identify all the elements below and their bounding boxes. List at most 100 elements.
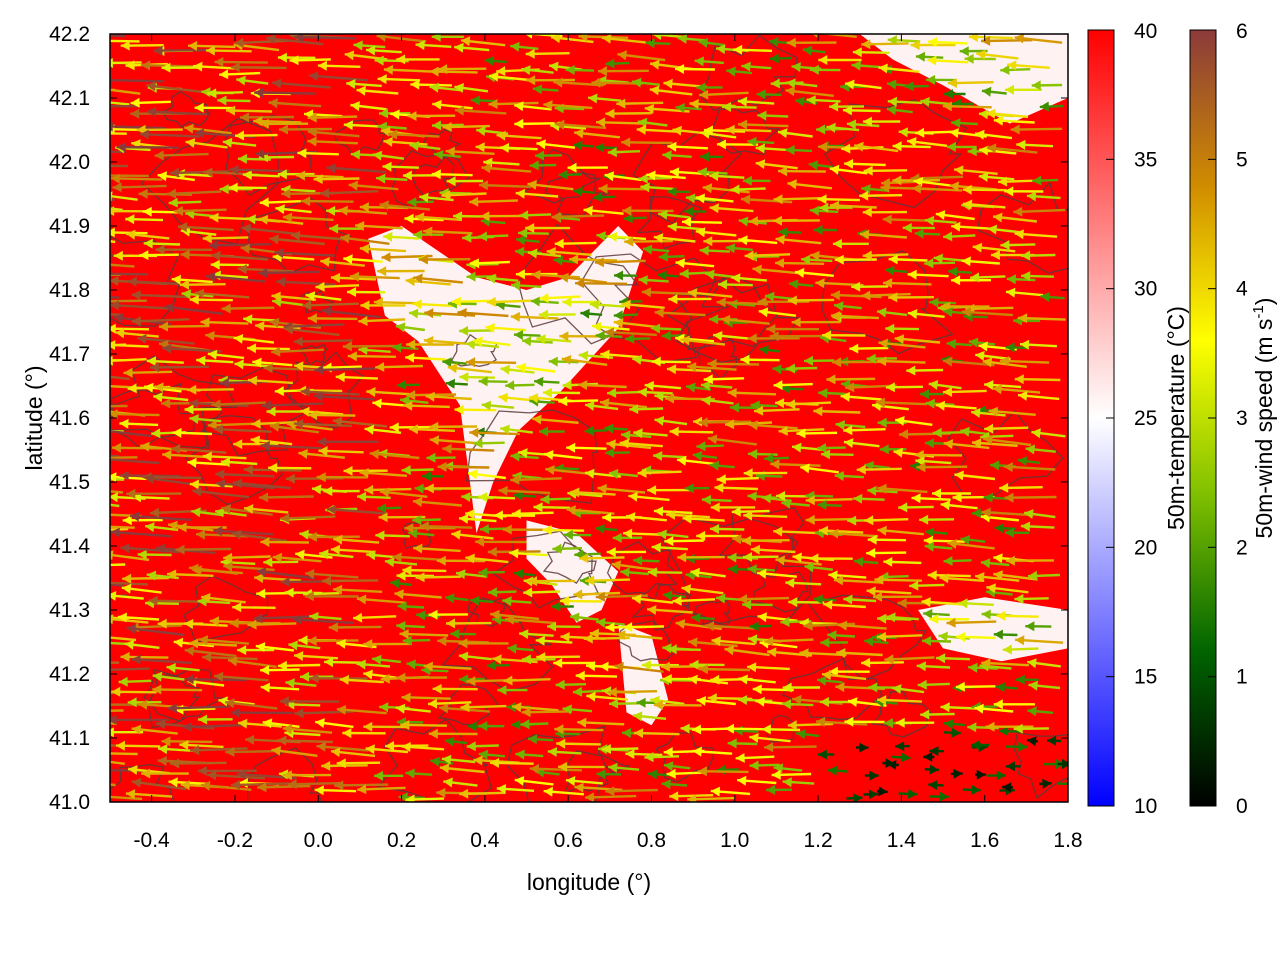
wind-vector [647,485,691,496]
wind-vector [735,753,775,763]
wind-vector [820,449,854,460]
wind-vector [707,358,760,369]
wind-vector [981,507,1034,518]
wind-vector [898,502,934,513]
wind-vector [712,331,749,341]
wind-vector [650,323,682,334]
wind-vector [514,101,552,112]
wind-vector [489,71,530,82]
wind-vector [194,102,234,113]
wind-colorbar: 0 1 2 3 4 5 6 50m-wind speed (m s-1) [1189,20,1277,818]
wind-vector [891,684,925,694]
y-axis-title: latitude (°) [21,365,47,470]
wind-vector [737,96,775,107]
wind-vector [864,770,879,781]
wind-vector [823,599,866,610]
wind-vector [555,679,587,690]
wind-vector [703,374,745,385]
wind-vector [884,654,935,665]
wind-vector [795,729,820,740]
wind-vector [458,513,497,524]
wind-vector [907,269,949,280]
wind-vector [485,323,527,333]
wind-vector [157,171,195,182]
wind-vector [207,770,265,781]
wind-vector [110,272,149,276]
wind-vector [514,776,554,786]
wind-vector [363,721,410,732]
wind-vector [598,183,650,194]
wind-vector [1002,782,1013,793]
wind-vector [437,461,490,472]
wind-vector [318,446,364,456]
wind-vector [806,95,841,106]
colorbar-tick-label: 30 [1134,278,1157,301]
wind-vector [110,636,137,642]
wind-vector [505,380,535,391]
wind-vector [1004,186,1044,197]
wind-vector [749,621,772,632]
wind-vector [365,744,409,755]
wind-vector [343,254,383,265]
wind-vector [698,664,751,675]
wind-vector [607,147,640,158]
wind-vector [220,457,258,468]
wind-vector [834,254,877,265]
wind-vector [346,79,382,89]
wind-vector [111,686,157,697]
wind-vector [575,278,628,289]
wind-vector [266,406,302,417]
wind-vector [255,642,295,652]
wind-vector [757,612,798,623]
wind-vector [538,309,576,320]
wind-vector [315,281,360,292]
wind-vector [515,235,540,246]
wind-vector [164,302,223,315]
wind-vector [716,139,759,150]
wind-vector [904,81,929,92]
wind-vector [1005,761,1021,772]
x-tick-label: 0.0 [304,829,333,852]
wind-vector [330,544,376,555]
wind-vector [110,299,147,303]
wind-vector [168,197,202,208]
wind-vector [566,505,615,516]
wind-vector [425,391,472,402]
wind-vector [828,570,867,581]
wind-vector [167,703,230,714]
wind-vector [539,293,581,303]
wind-vector [958,598,994,609]
contour-line [977,181,1068,274]
wind-vector [950,768,963,779]
wind-vector [146,81,202,93]
wind-vector [916,462,968,473]
wind-vector [301,196,354,207]
wind-vector [845,382,897,393]
wind-vector [403,400,450,411]
wind-vector [835,420,866,430]
wind-vector [450,628,476,639]
wind-vector [342,728,386,739]
wind-vector [929,746,944,757]
wind-vector [623,622,665,633]
wind-vector [863,789,879,800]
wind-vector [433,150,461,160]
wind-vector [654,307,706,318]
wind-vector [864,515,909,526]
wind-vector [999,726,1020,737]
wind-vector [836,648,883,658]
wind-vector [457,308,509,318]
wind-vector [876,786,888,797]
wind-vector [1005,342,1029,353]
wind-vector [749,733,791,743]
wind-vector [110,300,169,311]
wind-vector [172,427,213,438]
wind-vector [876,631,923,642]
wind-vector [413,229,444,240]
wind-vector [110,478,125,481]
wind-vector [363,639,412,649]
wind-vector [313,174,360,185]
contour-line [631,583,692,632]
wind-vector [548,356,579,367]
wind-vector [287,779,343,790]
